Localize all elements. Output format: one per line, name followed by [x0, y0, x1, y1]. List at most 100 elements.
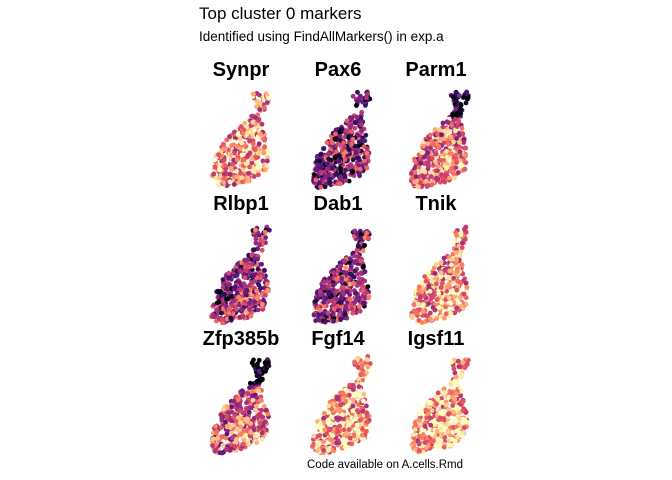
cell-point	[329, 165, 335, 171]
cell-point	[351, 281, 357, 286]
cell-point	[420, 140, 426, 146]
cell-point	[418, 294, 423, 300]
cell-point	[259, 261, 264, 267]
panel-pax6	[310, 89, 373, 190]
cell-point	[319, 170, 325, 176]
cell-point	[433, 151, 439, 157]
cell-point	[365, 235, 371, 241]
cell-point	[317, 307, 323, 313]
cell-point	[457, 140, 462, 145]
cell-point	[329, 447, 335, 453]
cell-point	[331, 270, 337, 276]
cell-point	[325, 417, 331, 423]
cell-point	[253, 240, 259, 246]
cell-point	[216, 152, 221, 158]
cell-point	[313, 298, 319, 304]
cell-point	[322, 184, 328, 190]
cell-point	[250, 389, 255, 394]
cell-point	[431, 419, 436, 425]
cell-point	[417, 411, 423, 417]
cell-point	[332, 155, 338, 160]
cell-point	[429, 156, 435, 161]
cell-point	[361, 391, 367, 397]
cell-point	[453, 391, 459, 396]
cell-point	[451, 139, 456, 145]
cell-point	[240, 131, 246, 136]
cell-point	[255, 266, 261, 272]
cell-point	[343, 398, 349, 404]
cell-point	[422, 440, 428, 445]
cell-point	[222, 292, 227, 297]
cell-point	[412, 309, 418, 314]
cell-point	[425, 141, 430, 146]
cell-point	[438, 158, 444, 163]
cell-point	[459, 125, 465, 131]
cell-point	[360, 248, 366, 254]
cell-point	[334, 149, 339, 155]
cell-point	[242, 283, 248, 289]
cell-point	[343, 128, 349, 134]
cell-point	[464, 361, 470, 367]
cell-point	[212, 164, 218, 170]
cell-point	[452, 396, 458, 402]
cell-point	[334, 288, 340, 294]
cell-point	[223, 435, 229, 441]
cell-point	[335, 429, 341, 434]
cell-point	[444, 284, 450, 289]
cell-point	[318, 426, 324, 431]
cell-point	[427, 415, 433, 421]
cell-point	[330, 282, 336, 288]
cell-point	[337, 416, 343, 421]
cell-point	[432, 271, 438, 276]
cell-point	[416, 164, 422, 170]
cell-point	[441, 255, 447, 261]
cell-point	[460, 399, 466, 405]
cell-point	[343, 167, 348, 173]
cell-point	[451, 275, 456, 281]
cell-point	[221, 141, 226, 147]
cell-point	[356, 384, 362, 390]
cell-point	[338, 166, 344, 172]
cell-point	[227, 282, 232, 287]
cell-point	[426, 301, 431, 306]
cell-point	[346, 427, 352, 432]
panel-synpr	[210, 91, 272, 189]
cell-point	[439, 399, 445, 405]
cell-point	[248, 421, 253, 426]
cell-point	[349, 115, 355, 121]
cell-point	[347, 125, 353, 130]
cell-point	[446, 141, 452, 147]
cell-point	[262, 230, 268, 235]
cell-point	[448, 301, 453, 306]
cell-point	[456, 237, 462, 243]
cell-point	[348, 302, 354, 308]
cell-point	[360, 288, 366, 293]
cell-point	[256, 172, 261, 178]
cell-point	[312, 172, 317, 178]
cell-point	[242, 262, 247, 268]
cell-point	[259, 436, 265, 442]
cell-point	[256, 388, 261, 394]
cell-point	[253, 227, 258, 233]
cell-point	[326, 151, 331, 157]
cell-point	[460, 240, 465, 246]
cell-point	[255, 256, 260, 262]
cell-point	[444, 165, 449, 171]
cell-point	[459, 374, 464, 380]
cell-point	[452, 175, 457, 181]
cell-point	[364, 419, 370, 425]
cell-point	[244, 132, 249, 137]
cell-point	[249, 280, 254, 285]
cell-point	[247, 433, 253, 439]
cell-point	[311, 433, 317, 439]
cell-point	[361, 398, 366, 404]
cell-point	[435, 390, 441, 396]
cell-point	[440, 120, 446, 126]
cell-point	[333, 127, 339, 133]
cell-point	[243, 432, 249, 438]
cell-point	[344, 315, 350, 321]
cell-point	[234, 306, 239, 312]
cell-point	[228, 294, 233, 300]
cell-point	[340, 395, 346, 401]
cell-point	[349, 164, 355, 170]
